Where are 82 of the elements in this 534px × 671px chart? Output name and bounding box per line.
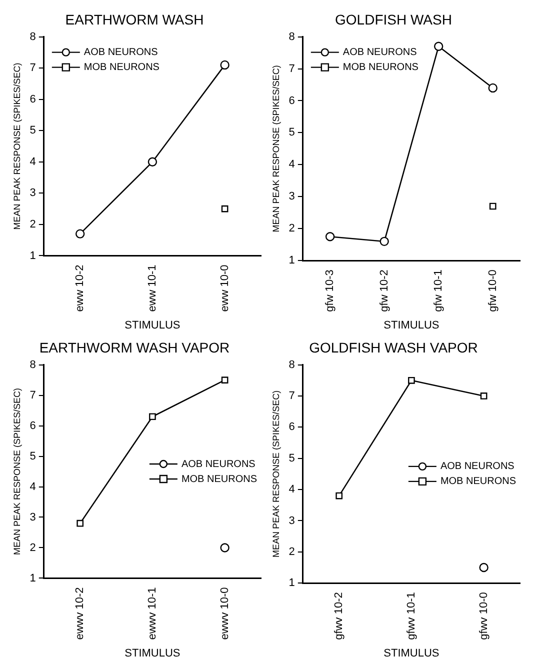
point — [220, 543, 230, 552]
point — [489, 202, 496, 210]
legend-label: AOB NEURONS — [181, 458, 256, 470]
point — [221, 376, 228, 384]
y-tick-label: 5 — [288, 452, 295, 464]
x-axis-title: STIMULUS — [124, 647, 180, 660]
y-axis-title: MEAN PEAK RESPONSE (SPIKES/SEC) — [12, 388, 22, 556]
point — [336, 492, 343, 500]
x-axis-title: STIMULUS — [384, 319, 440, 332]
y-tick-label: 4 — [288, 158, 295, 171]
point — [220, 60, 230, 70]
y-axis-title: MEAN PEAK RESPONSE (SPIKES/SEC) — [270, 390, 281, 558]
y-tick-label: 3 — [288, 190, 295, 203]
x-tick-label: gfw 10-2 — [378, 270, 390, 312]
legend-label: AOB NEURONS — [84, 47, 158, 58]
x-tick-label: gfwv 10-1 — [405, 592, 418, 640]
y-tick-label: 4 — [30, 480, 36, 493]
chart-title: GOLDFISH WASH — [335, 11, 452, 28]
y-tick-label: 2 — [30, 218, 36, 230]
y-tick-label: 6 — [30, 93, 36, 106]
y-tick-label: 6 — [288, 94, 295, 107]
chart-title: EARTHWORM WASH VAPOR — [39, 339, 230, 356]
point — [480, 392, 488, 400]
y-tick-label: 1 — [30, 572, 36, 584]
legend-label: MOB NEURONS — [440, 476, 516, 488]
y-tick-label: 6 — [288, 421, 295, 434]
y-tick-label: 7 — [30, 62, 36, 74]
point — [76, 229, 85, 238]
chart-title: EARTHWORM WASH — [65, 11, 204, 28]
y-tick-label: 2 — [30, 542, 36, 554]
y-tick-label: 2 — [288, 546, 295, 558]
x-tick-label: eww 10-0 — [218, 264, 231, 312]
point — [488, 83, 498, 93]
y-tick-label: 6 — [30, 420, 36, 432]
y-tick-label: 3 — [30, 511, 36, 524]
y-tick-label: 1 — [288, 577, 295, 590]
point — [76, 520, 84, 527]
x-tick-label: ewwv 10-0 — [218, 587, 231, 640]
legend-label: AOB NEURONS — [342, 47, 418, 58]
point — [434, 42, 444, 51]
y-tick-label: 8 — [288, 358, 295, 371]
y-tick-label: 3 — [30, 187, 36, 200]
y-tick-label: 1 — [288, 254, 295, 267]
point — [408, 376, 415, 384]
y-tick-label: 7 — [288, 390, 295, 402]
y-tick-label: 8 — [288, 30, 295, 43]
chart-title: GOLDFISH WASH VAPOR — [309, 339, 478, 356]
x-axis-title: STIMULUS — [124, 319, 180, 332]
y-tick-label: 8 — [30, 358, 36, 371]
x-tick-label: gfw 10-0 — [486, 270, 499, 312]
y-tick-label: 4 — [288, 484, 295, 496]
legend-label: MOB NEURONS — [181, 474, 258, 485]
point — [479, 562, 488, 572]
y-tick-label: 5 — [288, 126, 295, 139]
y-tick-label: 2 — [288, 222, 295, 235]
y-tick-label: 4 — [30, 156, 36, 168]
x-tick-label: gfwv 10-0 — [478, 592, 490, 640]
x-tick-label: ewwv 10-1 — [146, 587, 158, 640]
point — [380, 236, 389, 246]
point — [148, 157, 158, 166]
y-tick-label: 3 — [288, 514, 295, 527]
y-axis-title: MEAN PEAK RESPONSE (SPIKES/SEC) — [270, 65, 281, 232]
y-tick-label: 7 — [288, 62, 295, 75]
legend-label: MOB NEURONS — [84, 62, 160, 74]
x-tick-label: gfwv 10-2 — [333, 592, 346, 640]
point — [221, 205, 228, 212]
y-tick-label: 7 — [30, 389, 36, 402]
x-tick-label: ewwv 10-2 — [74, 587, 86, 640]
x-tick-label: eww 10-1 — [146, 264, 158, 312]
x-axis-title: STIMULUS — [384, 647, 440, 660]
point — [149, 413, 156, 420]
x-tick-label: gfw 10-3 — [324, 270, 336, 312]
legend-label: AOB NEURONS — [440, 461, 515, 472]
y-axis-title: MEAN PEAK RESPONSE (SPIKES/SEC) — [12, 62, 22, 230]
y-tick-label: 5 — [30, 124, 36, 137]
y-tick-label: 1 — [30, 250, 36, 262]
x-tick-label: eww 10-2 — [74, 264, 86, 312]
point — [325, 232, 335, 242]
legend-label: MOB NEURONS — [342, 62, 419, 74]
y-tick-label: 5 — [30, 450, 36, 462]
y-tick-label: 8 — [30, 30, 36, 43]
x-tick-label: gfw 10-1 — [432, 270, 445, 312]
